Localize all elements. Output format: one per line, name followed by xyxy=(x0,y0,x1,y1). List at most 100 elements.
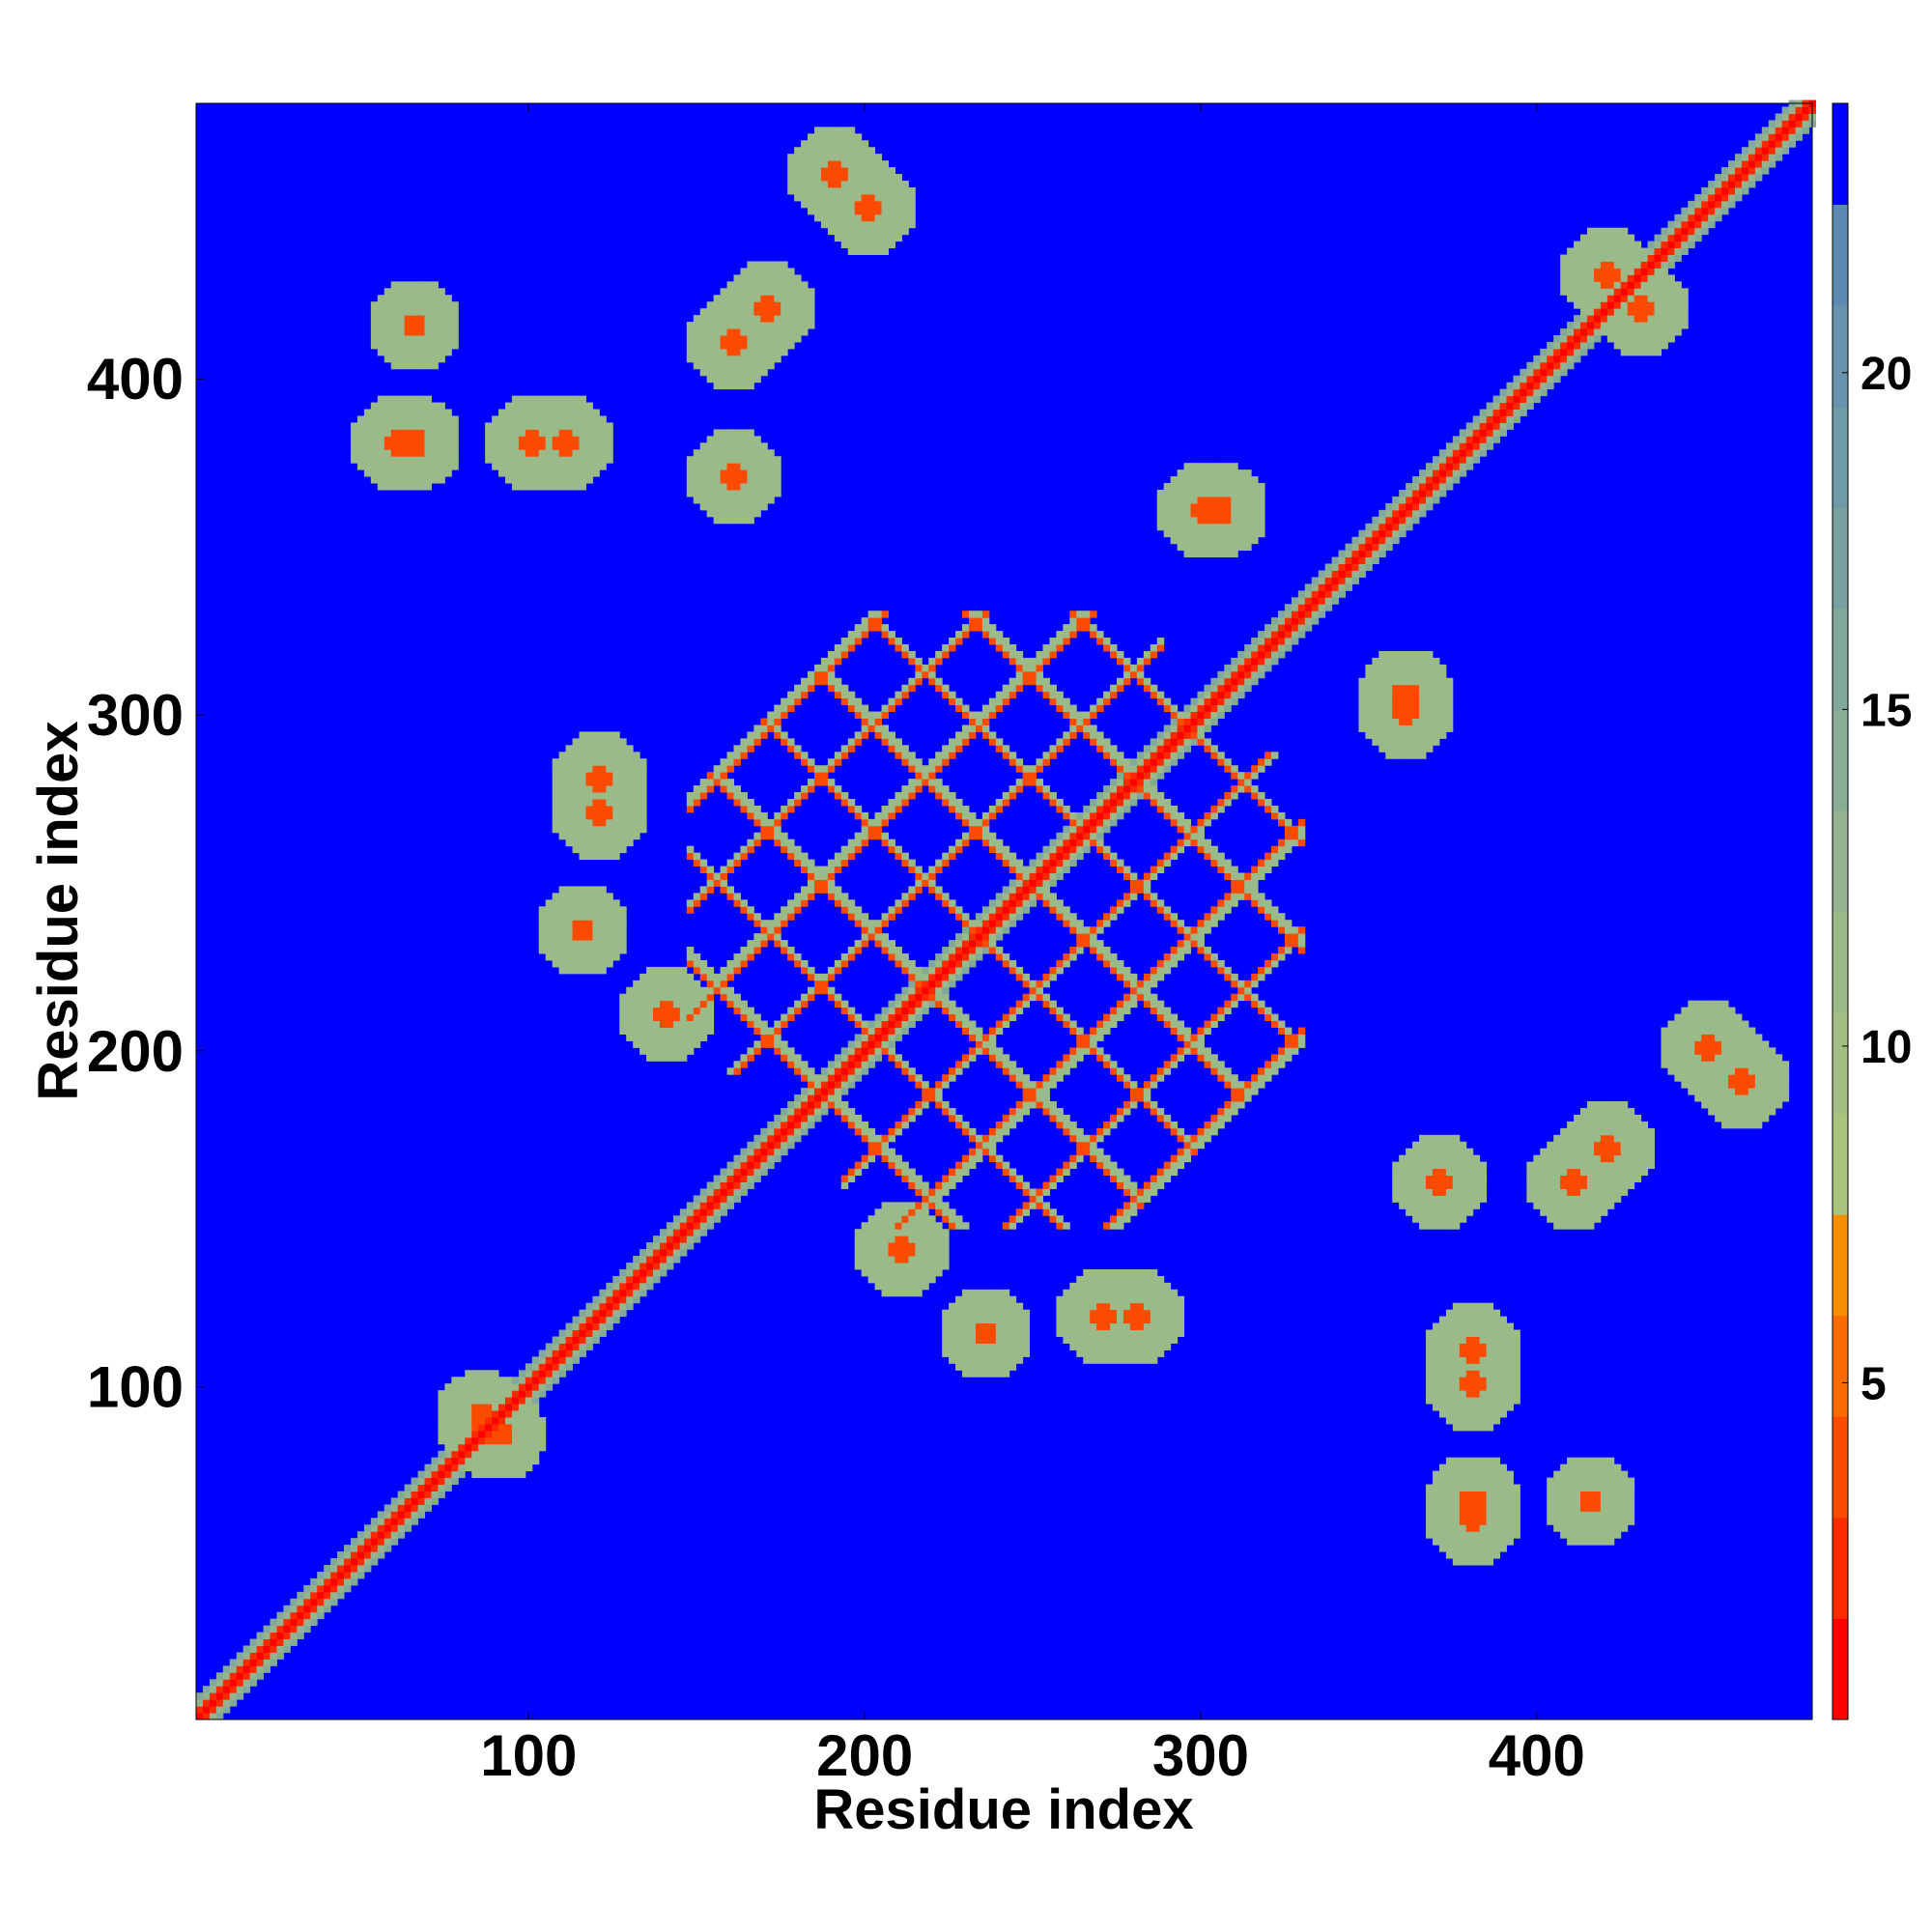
heatmap-cell xyxy=(922,1081,929,1089)
heatmap-cell xyxy=(303,1584,311,1593)
heatmap-cell xyxy=(1110,1316,1118,1324)
heatmap-cell xyxy=(733,335,741,343)
heatmap-cell xyxy=(767,301,775,309)
heatmap-cell xyxy=(968,1027,977,1035)
heatmap-cell xyxy=(1015,973,1024,981)
heatmap-cell xyxy=(801,899,809,907)
heatmap-cell xyxy=(908,1013,916,1022)
heatmap-cell xyxy=(1063,624,1070,632)
heatmap-cell xyxy=(558,1356,567,1364)
heatmap-cell xyxy=(310,1618,318,1627)
heatmap-cell xyxy=(1170,1020,1179,1028)
heatmap-cell xyxy=(813,1107,822,1116)
heatmap-cell xyxy=(1170,913,1179,921)
heatmap-cell xyxy=(975,920,983,927)
heatmap-cell xyxy=(781,838,788,847)
heatmap-cell xyxy=(726,516,734,525)
heatmap-cell xyxy=(760,832,768,840)
heatmap-cell xyxy=(888,1007,895,1015)
heatmap-cell xyxy=(1117,1309,1124,1318)
heatmap-cell xyxy=(840,140,849,148)
heatmap-cell xyxy=(706,1222,715,1230)
heatmap-cell xyxy=(995,1350,1004,1357)
heatmap-cell xyxy=(794,281,802,289)
heatmap-cell xyxy=(1156,1114,1165,1122)
heatmap-cell xyxy=(552,476,560,484)
heatmap-cell xyxy=(1156,1302,1165,1311)
heatmap-cell xyxy=(901,1000,909,1009)
heatmap-cell xyxy=(827,1067,836,1075)
heatmap-cell xyxy=(1163,966,1172,975)
heatmap-cell xyxy=(1076,624,1084,632)
heatmap-cell xyxy=(451,341,459,350)
heatmap-cell xyxy=(726,1195,734,1203)
heatmap-cell xyxy=(558,920,567,927)
heatmap-cell xyxy=(720,355,728,363)
heatmap-cell xyxy=(1083,1282,1091,1291)
heatmap-cell xyxy=(915,765,923,773)
heatmap-cell xyxy=(1002,1336,1010,1344)
heatmap-cell xyxy=(794,899,802,907)
heatmap-cell xyxy=(888,838,895,847)
heatmap-cell xyxy=(861,1229,869,1236)
heatmap-cell xyxy=(498,1443,506,1452)
heatmap-cell xyxy=(922,1202,929,1209)
heatmap-cell xyxy=(928,758,936,766)
heatmap-cell xyxy=(1122,1295,1131,1304)
heatmap-cell xyxy=(847,234,856,242)
heatmap-cell xyxy=(612,852,620,861)
heatmap-cell xyxy=(1090,1034,1097,1041)
heatmap-cell xyxy=(1177,1154,1185,1163)
heatmap-cell xyxy=(895,1262,902,1270)
heatmap-cell xyxy=(922,1249,929,1257)
heatmap-cell xyxy=(1170,959,1179,968)
heatmap-cell xyxy=(1122,805,1131,813)
heatmap-cell xyxy=(706,442,715,450)
heatmap-cell xyxy=(1170,1295,1179,1304)
heatmap-cell xyxy=(390,483,399,491)
heatmap-cell xyxy=(1090,738,1097,746)
heatmap-cell xyxy=(895,181,902,188)
heatmap-cell xyxy=(599,920,607,927)
heatmap-cell xyxy=(881,167,889,175)
heatmap-cell xyxy=(733,456,741,464)
heatmap-cell xyxy=(1042,785,1050,793)
heatmap-cell xyxy=(1022,677,1031,686)
heatmap-cell xyxy=(558,792,567,800)
heatmap-cell xyxy=(827,872,836,880)
heatmap-cell xyxy=(774,1141,781,1150)
heatmap-cell xyxy=(1096,1329,1104,1337)
heatmap-cell xyxy=(760,449,768,457)
heatmap-cell xyxy=(962,611,970,618)
heatmap-cell xyxy=(753,738,761,746)
heatmap-cell xyxy=(417,335,425,343)
heatmap-cell xyxy=(1143,1081,1151,1089)
heatmap-cell xyxy=(404,288,412,296)
heatmap-cell xyxy=(417,301,425,309)
heatmap-cell xyxy=(438,1410,445,1418)
heatmap-cell xyxy=(888,1034,895,1041)
heatmap-cell xyxy=(1156,772,1165,780)
heatmap-cell xyxy=(1177,502,1185,511)
heatmap-cell xyxy=(599,456,607,464)
heatmap-cell xyxy=(1063,845,1070,854)
heatmap-cell xyxy=(834,160,842,168)
heatmap-cell xyxy=(901,1215,909,1223)
heatmap-cell xyxy=(377,463,385,470)
heatmap-cell xyxy=(438,295,445,302)
heatmap-cell xyxy=(955,1114,963,1122)
heatmap-cell xyxy=(1177,529,1185,538)
heatmap-cell xyxy=(565,1343,574,1350)
heatmap-cell xyxy=(1063,1322,1070,1331)
heatmap-cell xyxy=(1103,738,1111,746)
heatmap-cell xyxy=(1083,1329,1091,1337)
heatmap-cell xyxy=(820,186,829,195)
heatmap-cell xyxy=(995,738,1004,746)
heatmap-cell xyxy=(1110,1336,1118,1344)
heatmap-cell xyxy=(492,1416,499,1425)
heatmap-cell xyxy=(1069,704,1077,713)
heatmap-cell xyxy=(995,1356,1004,1364)
heatmap-cell xyxy=(801,200,809,209)
heatmap-cell xyxy=(1002,1329,1010,1337)
